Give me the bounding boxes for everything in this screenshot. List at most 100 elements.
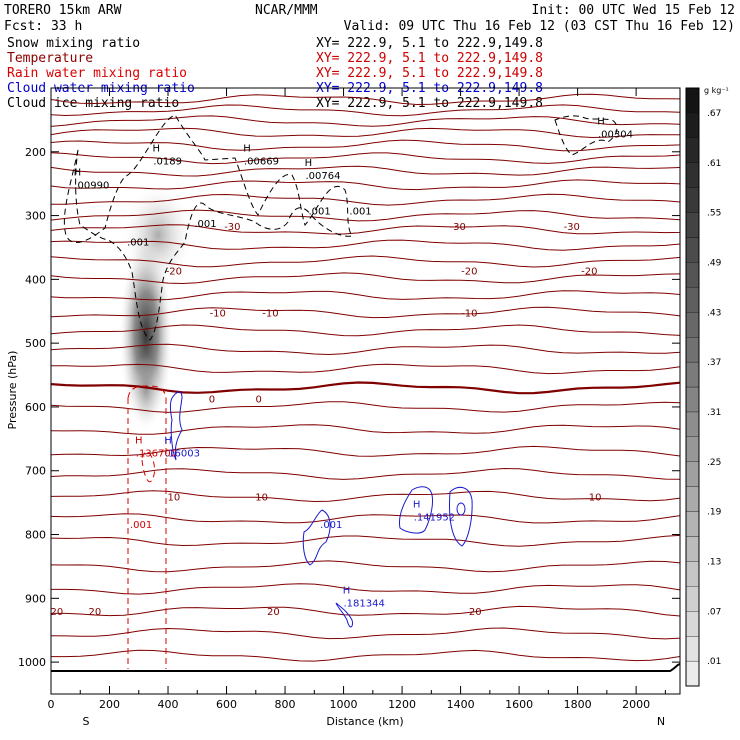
isotherm-line: [51, 255, 680, 268]
isotherm-label: -30: [224, 222, 240, 233]
legend-xy: XY= 222.9, 5.1 to 222.9,149.8: [316, 66, 543, 81]
colorbar-swatch: [685, 337, 700, 363]
colorbar-swatch: [685, 461, 700, 487]
y-tick-label: 600: [25, 401, 46, 414]
colorbar-swatch: [685, 436, 700, 462]
max-value-label: .141952: [414, 512, 455, 523]
max-value-label: .0189: [153, 156, 182, 167]
colorbar-swatch: [685, 660, 700, 687]
isotherm-line: [51, 209, 680, 222]
x-axis-label: Distance (km): [326, 715, 403, 728]
x-tick-label: 400: [158, 698, 179, 711]
isotherm-label: -20: [581, 266, 597, 277]
isotherm-line: [51, 627, 680, 640]
colorbar-swatch: [685, 361, 700, 388]
colorbar-tick-label: .07: [707, 607, 721, 617]
max-marker-label: H: [343, 586, 351, 597]
colorbar-tick-label: .49: [707, 258, 722, 268]
legend-label: Rain water mixing ratio: [7, 66, 187, 81]
y-tick-label: 900: [25, 592, 46, 605]
colorbar-unit: g kg⁻¹: [704, 86, 729, 95]
init-time: Init: 00 UTC Wed 15 Feb 12: [532, 3, 736, 18]
y-tick-label: 200: [25, 146, 46, 159]
rain-contour-column: [127, 385, 167, 669]
isotherm-label: -10: [210, 309, 226, 320]
colorbar-swatch: [685, 411, 700, 437]
x-tick-label: 600: [216, 698, 237, 711]
isotherm-line: [51, 104, 680, 117]
isotherm-label: 0: [209, 395, 215, 406]
legend-xy: XY= 222.9, 5.1 to 222.9,149.8: [316, 36, 543, 51]
y-tick-label: 400: [25, 273, 46, 286]
x-tick-label: 1200: [388, 698, 416, 711]
colorbar-tick-label: .31: [707, 408, 721, 418]
isotherm-line: [51, 224, 680, 235]
colorbar-tick-label: .37: [707, 358, 721, 368]
isotherm-line: [51, 93, 680, 106]
y-tick-label: 1000: [18, 656, 46, 669]
colorbar-swatch: [685, 636, 700, 662]
isotherm-label: -10: [461, 309, 477, 320]
colorbar-swatch: [685, 87, 700, 114]
isotherm-label: 20: [469, 607, 482, 618]
colorbar-tick-label: .19: [707, 508, 722, 518]
x-tick-label: 200: [99, 698, 120, 711]
terrain-line: [51, 663, 681, 672]
contour-labels: -30 -30 -30 -20 -20 -20 -10 -10 -10 0 0 10 10 10 20 20 2…: [50, 117, 633, 618]
colorbar-tick-label: .43: [707, 308, 721, 318]
valid-time: Valid: 09 UTC Thu 16 Feb 12 (03 CST Thu …: [344, 19, 735, 34]
y-axis-label: Pressure (hPa): [6, 351, 19, 430]
isotherm-line: [51, 306, 680, 319]
isotherm-label: -30: [564, 222, 580, 233]
colorbar-frame: [685, 87, 700, 687]
snow-contours: [63, 114, 618, 341]
isotherm-label: -10: [262, 309, 278, 320]
contour-value-label: .001: [127, 238, 149, 249]
colorbar-swatch: [685, 287, 700, 313]
isotherm-line: [51, 424, 680, 435]
rain-contour-max: [141, 451, 155, 483]
colorbar-swatch: [685, 262, 700, 288]
x-axis-north-label: N: [657, 715, 665, 728]
isotherm-line: [51, 381, 680, 395]
max-value-label: .16003: [165, 449, 200, 460]
max-marker-label: H: [153, 143, 161, 154]
legend-label: Snow mixing ratio: [7, 36, 140, 51]
institution: NCAR/MMM: [255, 3, 318, 18]
contour-value-label: .001: [130, 520, 152, 531]
max-marker-label: H: [305, 158, 313, 169]
forecast-hour: Fcst: 33 h: [4, 19, 82, 34]
isotherm-label: -20: [461, 266, 477, 277]
colorbar-tick-label: .25: [707, 458, 721, 468]
cloud-contour-mid: [302, 509, 331, 566]
colorbar-swatch: [685, 611, 700, 637]
isotherm-line: [51, 139, 680, 152]
colorbar-tick-label: .61: [707, 159, 721, 169]
cloud-contour-east-inner: [456, 502, 466, 516]
max-value-label: .00669: [244, 156, 279, 167]
rain-contours: [127, 385, 167, 669]
colorbar-swatch: [685, 561, 700, 587]
isotherm-line: [51, 324, 680, 337]
isotherm-line: [51, 534, 680, 547]
cloud-water-contours: [170, 391, 473, 628]
max-value-label: .00764: [305, 171, 340, 182]
isotherm-line: [51, 560, 680, 573]
colorbar-swatch: [685, 212, 700, 238]
colorbar-tick-label: .13: [707, 557, 721, 567]
colorbar-swatch: [685, 237, 700, 263]
axes: 0 200 400 600 800 1000 1200 1400 1600 1800 2000200…: [6, 88, 680, 728]
isotherm-label: 0: [256, 395, 262, 406]
legend-label: Temperature: [7, 51, 93, 66]
isotherm-label: 20: [50, 607, 63, 618]
isotherm-line: [51, 193, 680, 206]
cloud-contour-low: [335, 602, 353, 628]
temperature-isotherms: [51, 93, 680, 662]
isotherm-line: [51, 467, 680, 480]
x-tick-label: 1800: [564, 698, 592, 711]
isotherm-label: -30: [449, 222, 465, 233]
contour-value-label: .001: [349, 206, 371, 217]
isotherm-line: [51, 363, 680, 375]
colorbar-swatch: [685, 486, 700, 512]
